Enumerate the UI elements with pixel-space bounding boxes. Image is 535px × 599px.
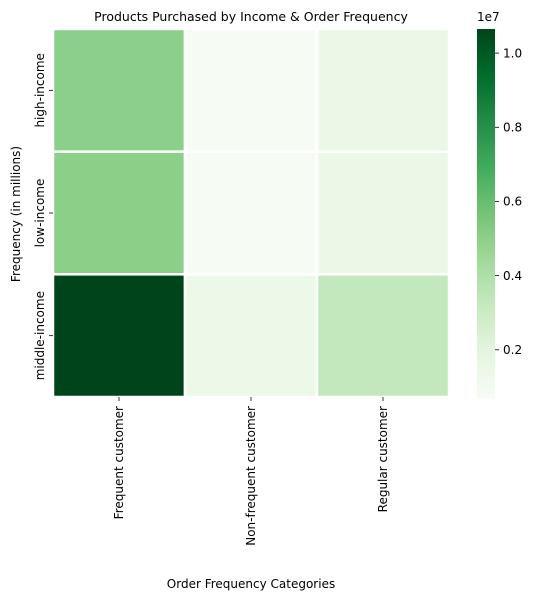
colorbar-multiplier: 1e7 — [477, 10, 500, 24]
colorbar-ticks: 0.2 0.4 0.6 0.8 1.0 — [495, 46, 522, 357]
heatmap-cell — [183, 27, 319, 153]
y-axis-ticks: high-income low-income middle-income — [33, 53, 53, 380]
x-tick-label: Frequent customer — [112, 406, 126, 519]
heatmap-cell — [51, 150, 187, 276]
heatmap-cell — [51, 27, 187, 153]
heatmap-cell — [51, 273, 187, 399]
colorbar-tick-label: 0.6 — [503, 195, 522, 209]
heatmap-cell — [315, 150, 451, 276]
y-tick-label: middle-income — [33, 291, 47, 380]
heatmap-cell — [183, 273, 319, 399]
x-tick-label: Non-frequent customer — [244, 406, 258, 546]
colorbar — [477, 29, 495, 398]
colorbar-tick-label: 0.4 — [503, 269, 522, 283]
x-axis-ticks: Frequent customer Non-frequent customer Re… — [112, 397, 390, 546]
colorbar-tick-label: 1.0 — [503, 46, 522, 60]
heatmap-cell — [183, 150, 319, 276]
x-axis-label: Order Frequency Categories — [167, 577, 335, 591]
chart-title: Products Purchased by Income & Order Fre… — [94, 9, 408, 24]
x-tick-label: Regular customer — [376, 406, 390, 512]
y-tick-label: low-income — [33, 179, 47, 248]
y-axis-label: Frequency (in millions) — [9, 146, 23, 282]
heatmap-cell — [315, 273, 451, 399]
colorbar-tick-label: 0.2 — [503, 343, 522, 357]
colorbar-tick-label: 0.8 — [503, 120, 522, 134]
y-tick-label: high-income — [33, 53, 47, 127]
heatmap-cells — [51, 27, 451, 399]
heatmap-cell — [315, 27, 451, 153]
